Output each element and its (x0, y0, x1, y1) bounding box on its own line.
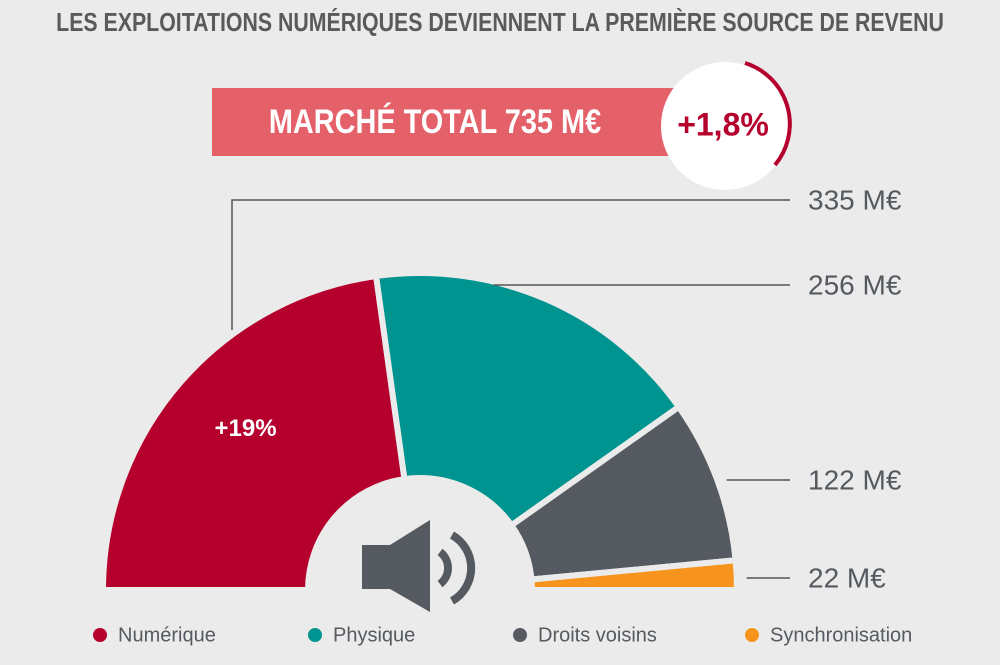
total-banner (212, 88, 732, 156)
slice (528, 556, 741, 593)
slice (99, 272, 408, 593)
change-badge (661, 62, 789, 190)
total-label: MARCHÉ TOTAL 735 M€ (269, 102, 601, 141)
legend-swatch (513, 628, 527, 642)
value-label: 256 M€ (808, 269, 902, 300)
legend-swatch (93, 628, 107, 642)
legend-swatch (745, 628, 759, 642)
legend-label: Synchronisation (770, 624, 912, 646)
speaker-body (362, 545, 390, 589)
chart-title: LES EXPLOITATIONS NUMÉRIQUES DEVIENNENT … (56, 7, 944, 38)
value-label: 122 M€ (808, 464, 902, 495)
change-label: +1,8% (677, 106, 769, 142)
value-label: 22 M€ (808, 562, 886, 593)
speaker-icon (362, 520, 476, 612)
slice (372, 270, 684, 530)
annotation: +19% (214, 415, 276, 442)
speaker-cone (390, 520, 430, 612)
speaker-wave (437, 548, 452, 588)
slice (507, 402, 739, 583)
legend-label: Physique (333, 624, 415, 646)
badge-arc (744, 61, 792, 167)
leader-line (231, 199, 790, 330)
value-label: 335 M€ (808, 184, 902, 215)
legend-label: Droits voisins (538, 624, 657, 646)
legend-swatch (308, 628, 322, 642)
legend-label: Numérique (118, 624, 216, 646)
speaker-wave (449, 531, 476, 605)
